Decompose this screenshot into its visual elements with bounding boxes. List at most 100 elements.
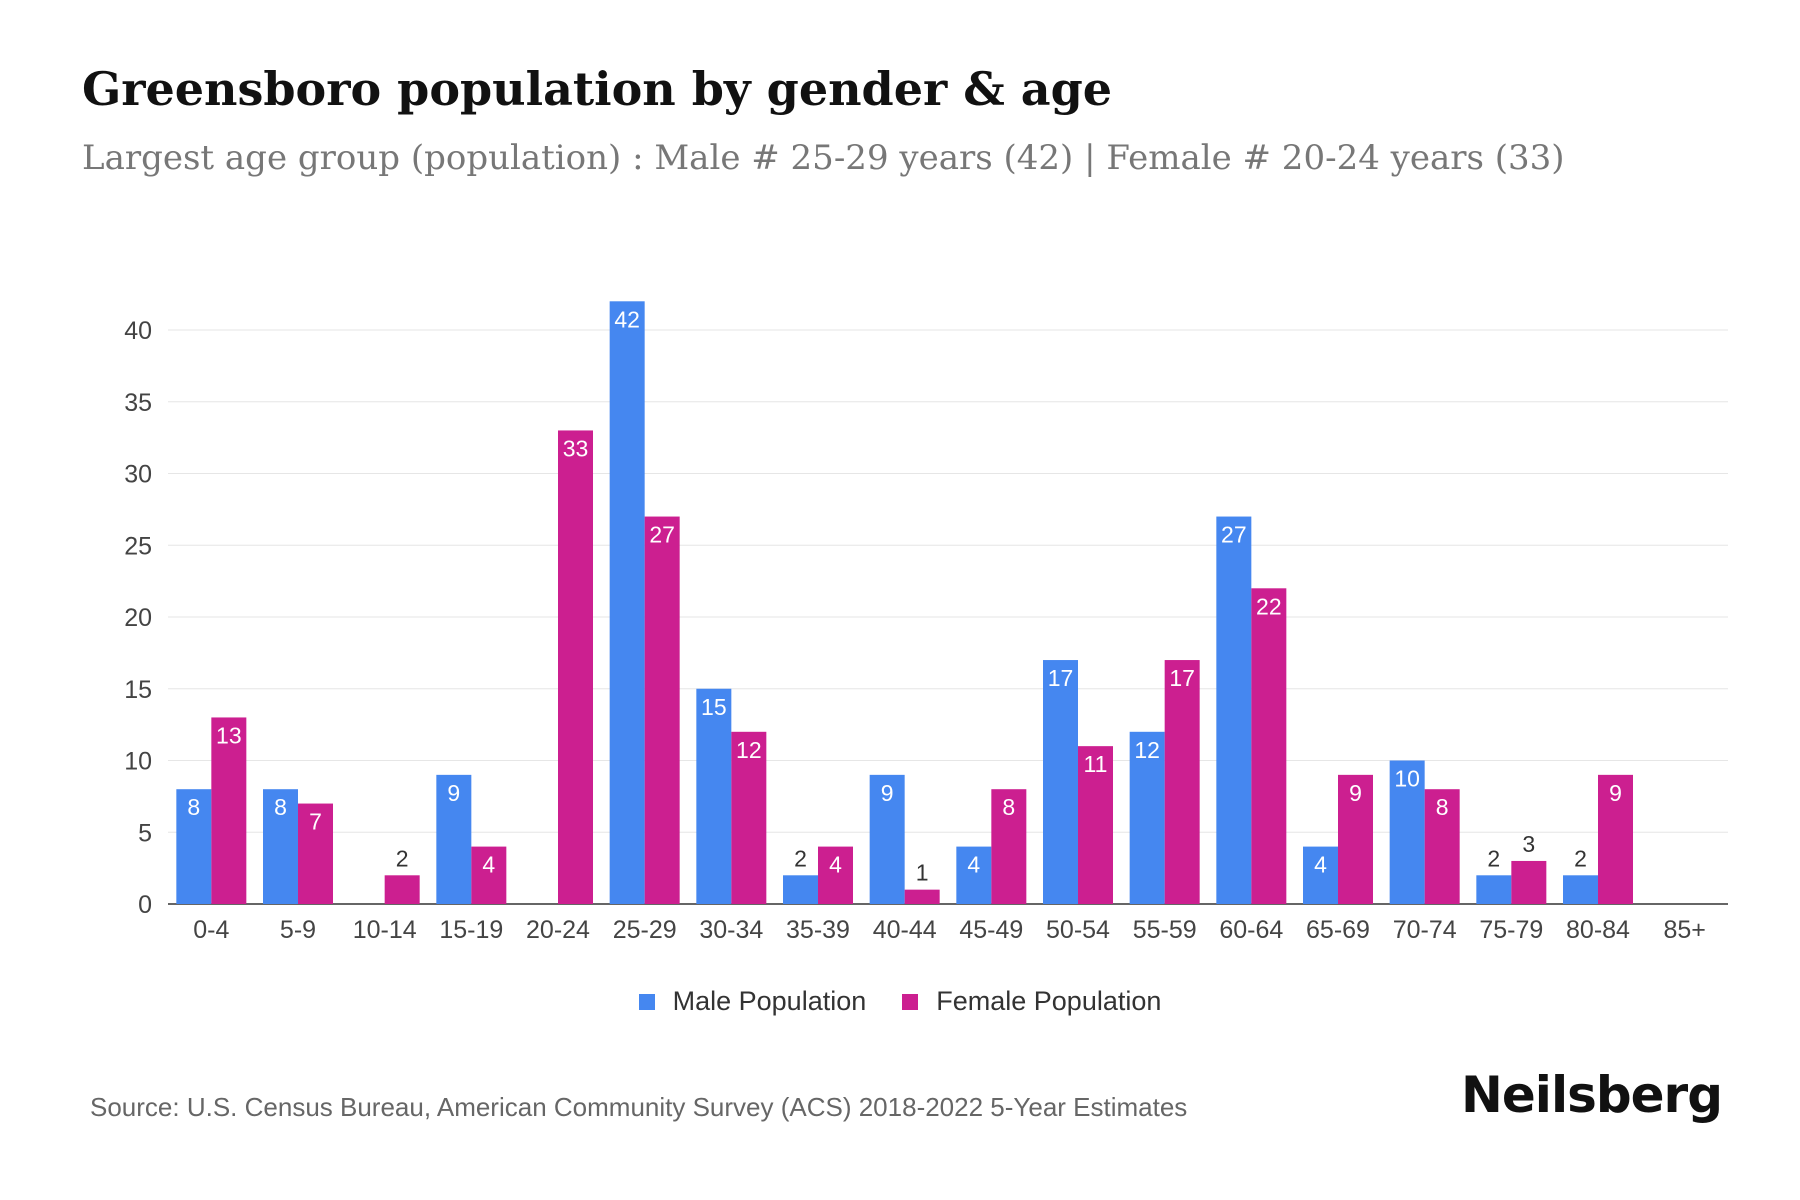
male-data-label: 8 [274, 794, 287, 820]
male-data-label: 2 [1574, 845, 1587, 871]
female-data-label: 9 [1609, 780, 1622, 806]
legend-swatch-male [638, 993, 655, 1010]
brand-logo: Neilsberg [1461, 1066, 1723, 1124]
legend-item-male: Male Population [638, 986, 867, 1017]
female-bar [904, 889, 940, 904]
x-tick-label: 15-19 [439, 916, 503, 944]
legend-swatch-female [902, 993, 919, 1010]
male-bar [1129, 731, 1165, 904]
x-tick-label: 60-64 [1219, 916, 1283, 944]
x-tick-label: 85+ [1663, 916, 1705, 944]
male-data-label: 42 [614, 306, 640, 332]
female-data-label: 27 [649, 522, 675, 548]
female-data-label: 1 [916, 860, 929, 886]
y-tick-label: 25 [124, 532, 152, 560]
male-bar [436, 774, 472, 904]
y-tick-label: 40 [124, 317, 152, 345]
male-bar [1043, 660, 1078, 904]
male-data-label: 4 [967, 852, 980, 878]
female-data-label: 2 [396, 845, 409, 871]
male-data-label: 15 [701, 694, 727, 720]
female-bar [1511, 860, 1547, 904]
female-bar [1598, 774, 1633, 904]
female-bar [991, 789, 1027, 904]
male-bar [176, 789, 212, 904]
male-bar [1563, 875, 1598, 904]
female-bar [298, 803, 333, 904]
x-tick-label: 45-49 [959, 916, 1023, 944]
female-data-label: 12 [736, 737, 762, 763]
female-data-label: 22 [1256, 593, 1282, 619]
male-data-label: 8 [187, 794, 200, 820]
legend: Male Population Female Population [0, 986, 1800, 1017]
y-tick-label: 10 [124, 748, 152, 776]
male-bar [1476, 875, 1512, 904]
female-bar [731, 731, 767, 904]
x-tick-label: 70-74 [1393, 916, 1457, 944]
female-data-label: 9 [1349, 780, 1362, 806]
male-bar [609, 301, 645, 904]
y-tick-label: 15 [124, 676, 152, 704]
male-data-label: 2 [1487, 845, 1500, 871]
male-bar [869, 774, 905, 904]
y-tick-label: 30 [124, 461, 152, 489]
y-tick-label: 0 [138, 891, 152, 919]
male-data-label: 12 [1134, 737, 1160, 763]
x-tick-label: 75-79 [1479, 916, 1543, 944]
x-tick-label: 50-54 [1046, 916, 1110, 944]
y-tick-label: 20 [124, 604, 152, 632]
chart-title: Greensboro population by gender & age [82, 62, 1113, 116]
x-tick-label: 35-39 [786, 916, 850, 944]
x-tick-label: 30-34 [699, 916, 763, 944]
female-bar [1338, 774, 1373, 904]
x-tick-label: 20-24 [526, 916, 590, 944]
x-tick-label: 5-9 [280, 916, 316, 944]
male-data-label: 2 [794, 845, 807, 871]
male-data-label: 10 [1394, 766, 1420, 792]
male-data-label: 4 [1314, 852, 1327, 878]
legend-label-female: Female Population [936, 986, 1162, 1016]
female-data-label: 4 [482, 852, 495, 878]
female-data-label: 8 [1436, 794, 1449, 820]
x-tick-label: 80-84 [1566, 916, 1630, 944]
male-bar [1216, 516, 1252, 904]
x-tick-label: 25-29 [613, 916, 677, 944]
y-tick-label: 35 [124, 389, 152, 417]
x-tick-label: 0-4 [193, 916, 229, 944]
female-bar [1164, 660, 1200, 904]
female-bar [384, 875, 420, 904]
female-bar [1078, 746, 1113, 904]
male-bar [696, 688, 732, 904]
legend-item-female: Female Population [902, 986, 1161, 1017]
female-bar [1424, 789, 1460, 904]
female-bar [558, 430, 593, 904]
female-data-label: 3 [1522, 831, 1535, 857]
female-bar [818, 846, 853, 904]
male-bar [783, 875, 818, 904]
female-data-label: 13 [216, 722, 242, 748]
male-bar [956, 846, 992, 904]
x-tick-label: 55-59 [1133, 916, 1197, 944]
x-tick-label: 40-44 [873, 916, 937, 944]
female-bar [644, 516, 680, 904]
female-data-label: 4 [829, 852, 842, 878]
male-data-label: 27 [1221, 522, 1247, 548]
source-note: Source: U.S. Census Bureau, American Com… [90, 1092, 1188, 1122]
y-tick-label: 5 [138, 819, 152, 847]
male-bar [1303, 846, 1338, 904]
male-data-label: 9 [447, 780, 460, 806]
male-bar [263, 789, 298, 904]
legend-label-male: Male Population [672, 986, 867, 1016]
female-data-label: 17 [1169, 665, 1195, 691]
chart-subtitle: Largest age group (population) : Male # … [82, 138, 1565, 178]
female-data-label: 11 [1084, 751, 1108, 777]
x-tick-label: 65-69 [1306, 916, 1370, 944]
female-data-label: 33 [563, 435, 589, 461]
female-bar [211, 717, 247, 904]
female-data-label: 8 [1002, 794, 1015, 820]
female-bar [1251, 588, 1287, 904]
male-bar [1389, 760, 1425, 904]
x-tick-label: 10-14 [353, 916, 417, 944]
male-data-label: 9 [881, 780, 894, 806]
